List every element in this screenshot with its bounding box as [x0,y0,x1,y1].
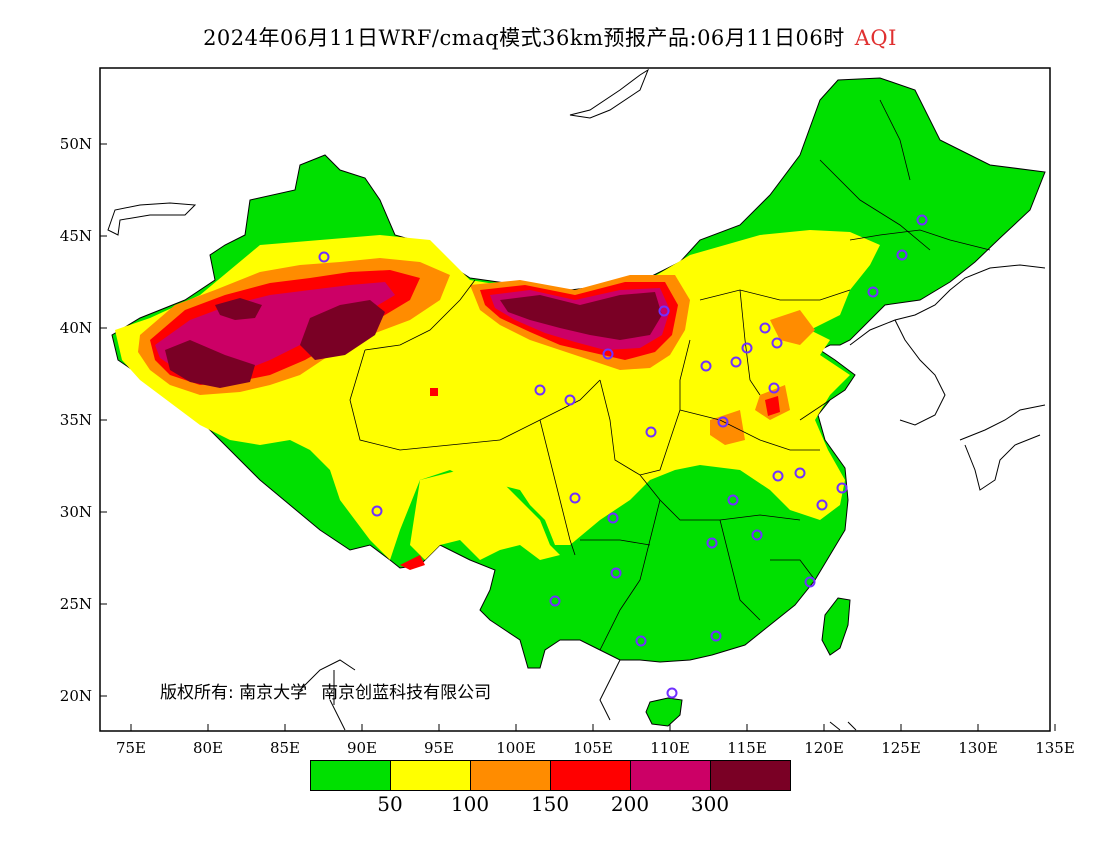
lon-tick-label: 80E [193,739,223,757]
legend-label: 300 [690,792,730,816]
legend-label: 150 [530,792,570,816]
lat-tick-label: 45N [60,227,92,245]
lon-tick-label: 110E [650,739,690,757]
legend-swatch [311,761,391,790]
region-maroon-mongolia [500,292,662,340]
copyright-org1: 南京大学 [239,683,308,703]
lat-tick-label: 50N [60,135,92,153]
legend-label: 100 [450,792,490,816]
lon-tick-label: 115E [727,739,767,757]
lon-tick-label: 95E [424,739,454,757]
province-boundaries [349,99,991,651]
copyright-prefix: 版权所有: [160,683,234,703]
title-variable: AQI [854,26,897,50]
lon-tick-label: 105E [573,739,613,757]
lat-tick-label: 35N [60,411,92,429]
aqi-color-legend [310,760,791,791]
legend-label: 50 [377,792,403,816]
legend-swatch [551,761,631,790]
lon-tick-label: 90E [347,739,377,757]
taiwan-island [821,597,851,656]
title-text: 2024年06月11日WRF/cmaq模式36km预报产品:06月11日06时 [203,26,845,50]
station-markers [318,214,928,699]
plot-frame [99,67,1051,732]
copyright-org2: 南京创蓝科技有限公司 [321,683,492,703]
lon-tick-label: 75E [116,739,146,757]
aqi-legend-labels: 50 100 150 200 300 [0,792,1100,822]
region-maroon-xinjiang-1 [300,300,385,360]
lon-tick-label: 120E [804,739,844,757]
lon-tick-label: 100E [496,739,536,757]
lat-tick-label: 30N [60,503,92,521]
lat-tick-label: 25N [60,595,92,613]
region-maroon-xinjiang-3 [215,298,262,320]
lon-tick-label: 130E [958,739,998,757]
lat-tick-label: 40N [60,319,92,337]
longitude-axis: 75E 80E 85E 90E 95E 100E 105E 110E 115E 120E 125E 1… [116,724,1075,757]
legend-swatch [391,761,471,790]
lat-tick-label: 20N [60,687,92,705]
legend-swatch [711,761,790,790]
lon-tick-label: 125E [881,739,921,757]
latitude-axis: 50N 45N 40N 35N 30N 25N 20N [60,135,107,705]
lon-tick-label: 85E [270,739,300,757]
copyright-text: 版权所有: 南京大学 南京创蓝科技有限公司 [160,678,491,703]
region-maroon-xinjiang-2 [165,340,255,388]
map-title: 2024年06月11日WRF/cmaq模式36km预报产品:06月11日06时 A… [0,22,1100,52]
hainan-island [645,697,683,727]
lon-tick-label: 135E [1035,739,1075,757]
region-yellow-south [410,470,560,560]
neighbor-outlines [107,68,1046,731]
legend-label: 200 [610,792,650,816]
region-orange-north [710,310,815,445]
legend-swatch [631,761,711,790]
legend-swatch [471,761,551,790]
